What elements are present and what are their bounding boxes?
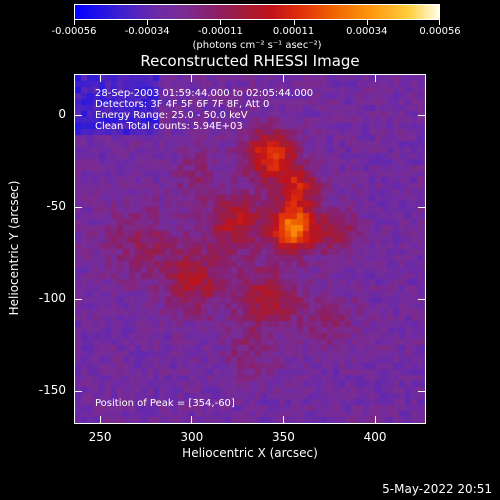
info-time-range: 28-Sep-2003 01:59:44.000 to 02:05:44.000 [95, 88, 314, 99]
x-tick-label: 300 [180, 430, 204, 444]
colorbar-tick-label: 0.00056 [419, 26, 461, 37]
y-tick [418, 206, 426, 208]
x-tick [374, 416, 376, 424]
date-stamp: 5-May-2022 20:51 [382, 482, 492, 496]
y-tick-label: -150 [38, 382, 66, 397]
info-peak-position: Position of Peak = [354,-60] [95, 398, 235, 409]
colorbar-tick-label: 0.00034 [346, 26, 388, 37]
colorbar-tick [147, 20, 149, 25]
colorbar-tick [439, 20, 440, 25]
x-tick-label: 400 [363, 430, 387, 444]
plot-title: Reconstructed RHESSI Image [140, 52, 360, 70]
colorbar-tick-label: -0.00034 [124, 26, 170, 37]
y-tick [74, 298, 82, 300]
y-tick-label: -50 [46, 198, 66, 213]
y-tick [74, 390, 82, 392]
x-tick [283, 74, 284, 82]
x-tick-label: 350 [272, 430, 295, 444]
info-energy-range: Energy Range: 25.0 - 50.0 keV [95, 110, 248, 121]
y-axis-label: Heliocentric Y (arcsec) [7, 180, 21, 316]
colorbar-unit-label: (photons cm⁻² s⁻¹ asec⁻²) [192, 40, 322, 51]
y-tick [418, 114, 426, 116]
info-method-counts: Clean Total counts: 5.94E+03 [95, 121, 243, 132]
colorbar-tick-label: -0.00056 [51, 26, 97, 37]
y-tick [74, 114, 82, 116]
x-tick [99, 74, 101, 82]
colorbar-tick [74, 20, 75, 25]
colorbar-tick-label: -0.00011 [197, 26, 243, 37]
x-axis-label: Heliocentric X (arcsec) [182, 446, 318, 460]
x-tick [374, 74, 376, 82]
y-tick-label: 0 [58, 106, 66, 121]
info-detectors: Detectors: 3F 4F 5F 6F 7F 8F, Att 0 [95, 99, 270, 110]
y-tick [418, 390, 426, 392]
colorbar [74, 4, 440, 20]
colorbar-tick [220, 20, 222, 25]
heatmap-image [75, 75, 425, 423]
y-tick [74, 206, 82, 208]
x-tick [191, 74, 193, 82]
x-tick-label: 250 [88, 430, 112, 444]
x-tick [191, 416, 193, 424]
colorbar-tick-label: 0.00011 [272, 26, 315, 37]
colorbar-tick [293, 20, 295, 25]
y-tick-label: -100 [38, 290, 66, 305]
x-tick [99, 416, 101, 424]
x-tick [283, 416, 284, 424]
colorbar-tick [366, 20, 368, 25]
y-tick [418, 298, 426, 300]
plot-area: 28-Sep-2003 01:59:44.000 to 02:05:44.000… [74, 74, 426, 424]
